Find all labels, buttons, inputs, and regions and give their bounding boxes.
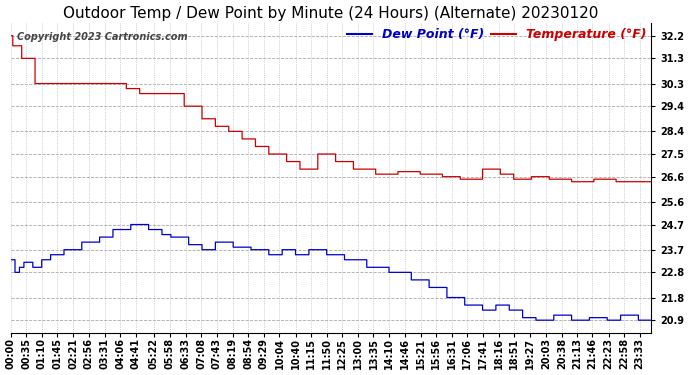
Text: Copyright 2023 Cartronics.com: Copyright 2023 Cartronics.com (17, 32, 188, 42)
Legend: Dew Point (°F), Temperature (°F): Dew Point (°F), Temperature (°F) (342, 23, 651, 46)
Title: Outdoor Temp / Dew Point by Minute (24 Hours) (Alternate) 20230120: Outdoor Temp / Dew Point by Minute (24 H… (63, 6, 599, 21)
